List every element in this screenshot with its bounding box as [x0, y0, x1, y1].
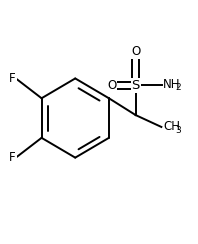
Text: O: O [107, 79, 116, 92]
Text: O: O [131, 45, 140, 58]
Text: S: S [131, 79, 140, 92]
Text: F: F [9, 151, 16, 164]
Text: 2: 2 [176, 83, 181, 92]
Text: 3: 3 [175, 126, 181, 135]
Text: CH: CH [163, 121, 180, 133]
Text: F: F [9, 72, 16, 85]
Text: NH: NH [163, 78, 181, 91]
